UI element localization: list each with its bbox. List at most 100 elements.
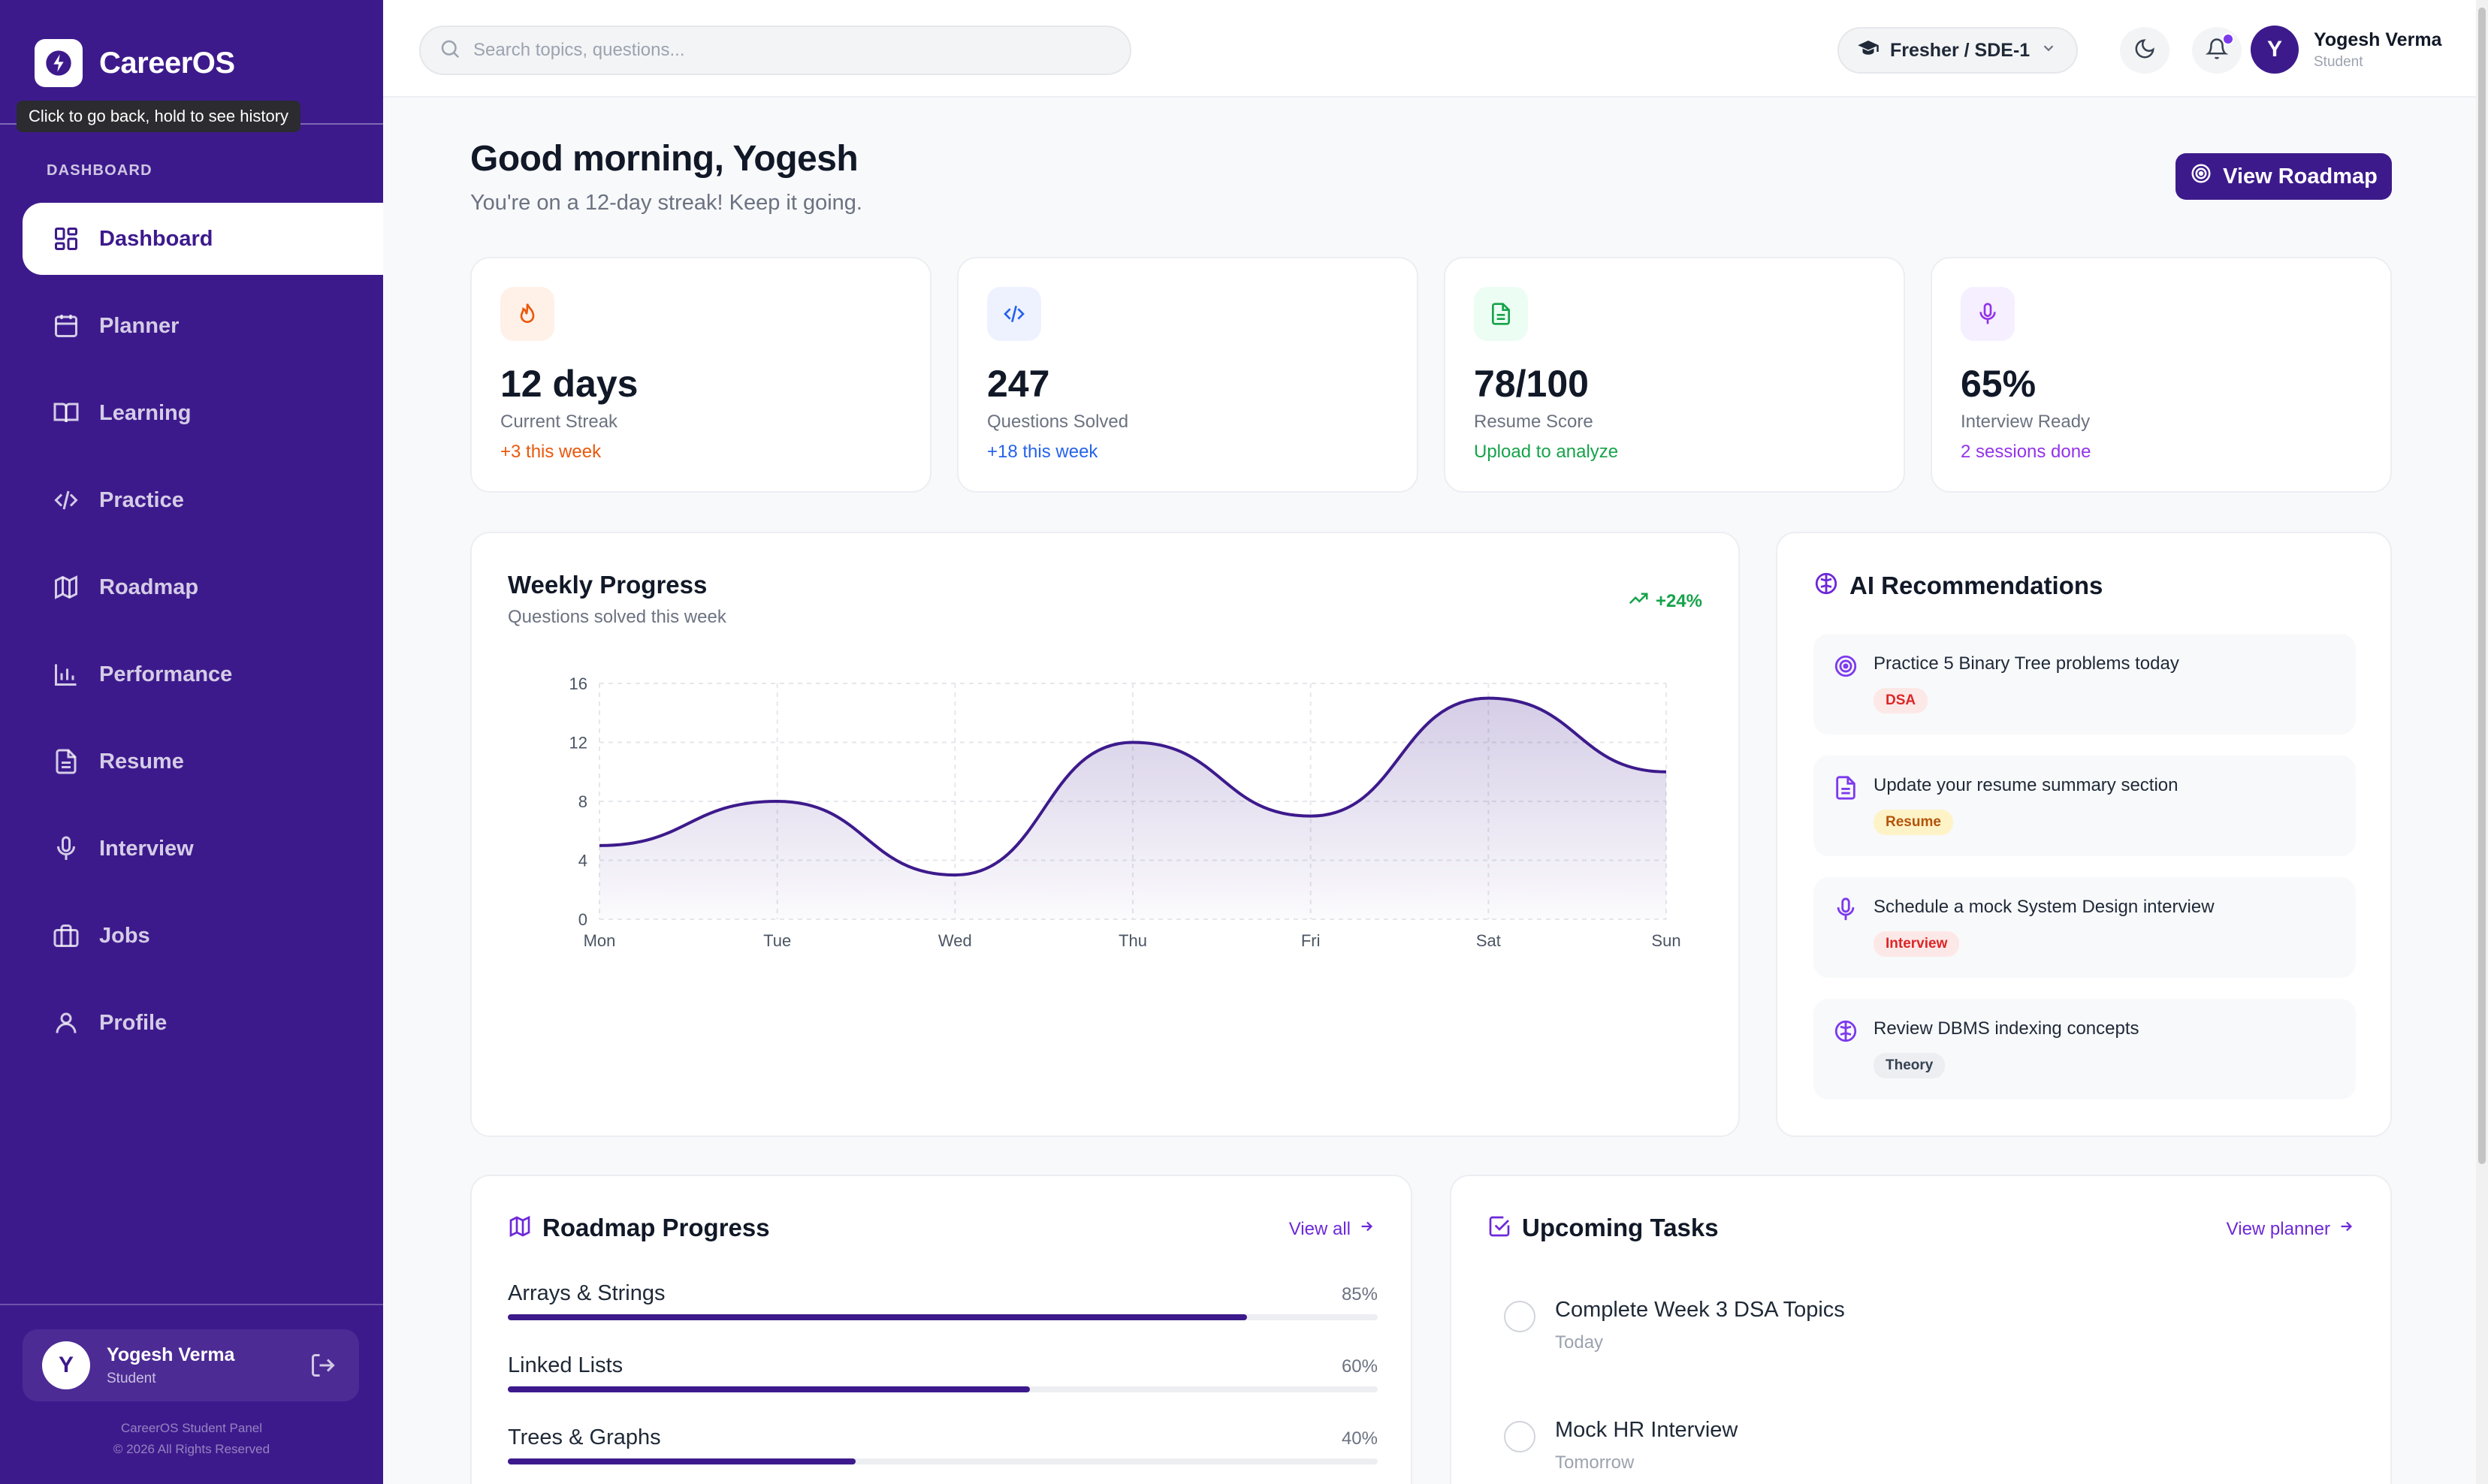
document-icon (53, 748, 80, 775)
stat-delta: +18 this week (987, 442, 1098, 462)
roadmap-progress-title: Roadmap Progress (542, 1214, 770, 1241)
brand[interactable]: CareerOS (35, 39, 235, 87)
sidebar-item-practice[interactable]: Practice (23, 464, 383, 536)
progress-track (508, 1386, 1378, 1392)
roadmap-progress-header: Roadmap Progress (508, 1214, 770, 1242)
task-checkbox[interactable] (1504, 1301, 1535, 1332)
topic-percent: 85% (1341, 1284, 1378, 1305)
stat-label: Current Streak (500, 412, 618, 432)
sidebar-item-label: Dashboard (99, 226, 213, 251)
microphone-icon (53, 835, 80, 862)
scrollbar-thumb[interactable] (2478, 8, 2486, 1164)
search-icon (439, 38, 461, 64)
weekly-progress-card: Weekly Progress Questions solved this we… (470, 532, 1740, 1137)
sidebar-section-label: DASHBOARD (47, 162, 152, 179)
chart-series-line (599, 696, 1667, 877)
stat-value: 78/100 (1474, 363, 1589, 405)
brain-icon (1813, 571, 1839, 600)
sidebar-item-profile[interactable]: Profile (23, 987, 383, 1059)
sidebar-item-label: Performance (99, 662, 233, 686)
stat-card-questions: 247 Questions Solved +18 this week (957, 257, 1418, 493)
sidebar: CareerOS Click to go back, hold to see h… (0, 0, 383, 1484)
stat-delta: 2 sessions done (1961, 442, 2091, 462)
chart-point[interactable] (1478, 688, 1499, 709)
view-planner-link[interactable]: View planner (2227, 1218, 2354, 1240)
recommendation-item[interactable]: Review DBMS indexing concepts Theory (1813, 999, 2356, 1099)
view-roadmap-label: View Roadmap (2223, 164, 2378, 189)
sidebar-item-label: Planner (99, 313, 180, 338)
chart-point[interactable] (944, 864, 965, 885)
sidebar-item-planner[interactable]: Planner (23, 290, 383, 362)
target-icon (1833, 653, 1858, 679)
recommendation-item[interactable]: Update your resume summary section Resum… (1813, 756, 2356, 856)
upcoming-tasks-header: Upcoming Tasks (1487, 1214, 1719, 1242)
sidebar-item-performance[interactable]: Performance (23, 638, 383, 710)
target-icon (2190, 162, 2212, 191)
logout-icon[interactable] (309, 1352, 337, 1379)
recommendation-text: Review DBMS indexing concepts (1874, 1018, 2139, 1039)
chart-point[interactable] (589, 835, 610, 856)
upcoming-tasks-title: Upcoming Tasks (1522, 1214, 1719, 1241)
recommendation-tag: DSA (1874, 688, 1928, 713)
briefcase-icon (53, 922, 80, 949)
task-title: Complete Week 3 DSA Topics (1555, 1298, 1845, 1322)
sidebar-item-label: Roadmap (99, 575, 199, 599)
recommendation-item[interactable]: Schedule a mock System Design interview … (1813, 877, 2356, 978)
task-due: Tomorrow (1555, 1452, 1635, 1473)
recommendation-tag: Interview (1874, 931, 1960, 957)
arrow-right-icon (2338, 1218, 2354, 1240)
brand-name: CareerOS (99, 46, 235, 80)
topic-label: Linked Lists (508, 1353, 624, 1377)
sidebar-divider (0, 1304, 383, 1305)
view-all-link[interactable]: View all (1289, 1218, 1375, 1240)
notifications-button[interactable] (2192, 27, 2242, 74)
recommendation-item[interactable]: Practice 5 Binary Tree problems today DS… (1813, 634, 2356, 734)
level-select-value: Fresher / SDE-1 (1890, 39, 2031, 61)
stat-value: 247 (987, 363, 1050, 405)
search-bar[interactable] (419, 26, 1131, 75)
topic-label: Arrays & Strings (508, 1281, 666, 1305)
document-icon (1833, 775, 1858, 801)
sidebar-item-jobs[interactable]: Jobs (23, 900, 383, 972)
chart-x-tick-label: Thu (1119, 931, 1147, 950)
topbar-user-menu[interactable]: Y Yogesh Verma Student (2251, 26, 2441, 74)
sidebar-item-dashboard[interactable]: Dashboard (23, 203, 383, 275)
avatar: Y (42, 1341, 90, 1389)
grid-icon (53, 225, 80, 252)
chart-y-tick-label: 0 (578, 910, 587, 929)
upload-resume-link[interactable]: Upload to analyze (1474, 442, 1619, 462)
stat-label: Questions Solved (987, 412, 1129, 432)
sidebar-user-card[interactable]: Y Yogesh Verma Student (23, 1329, 359, 1401)
recommendation-text: Schedule a mock System Design interview (1874, 897, 2215, 917)
level-select[interactable]: Fresher / SDE-1 (1837, 27, 2079, 74)
theme-toggle-button[interactable] (2120, 27, 2169, 74)
code-icon (53, 487, 80, 514)
stat-card-interview: 65% Interview Ready 2 sessions done (1931, 257, 2392, 493)
sidebar-item-roadmap[interactable]: Roadmap (23, 551, 383, 623)
chart-x-tick-label: Tue (763, 931, 791, 950)
sidebar-item-interview[interactable]: Interview (23, 813, 383, 885)
sidebar-item-label: Practice (99, 487, 184, 512)
view-planner-label: View planner (2226, 1218, 2330, 1239)
moon-icon (2133, 38, 2156, 64)
sidebar-item-label: Interview (99, 836, 194, 861)
weekly-progress-subtitle: Questions solved this week (508, 607, 726, 627)
chart-point[interactable] (1122, 732, 1143, 753)
chart-point[interactable] (1656, 762, 1677, 783)
chart-point[interactable] (1300, 806, 1321, 827)
sidebar-nav: Dashboard Planner Learning Practice Road… (0, 203, 383, 1074)
task-due: Today (1555, 1332, 1604, 1353)
task-checkbox[interactable] (1504, 1421, 1535, 1452)
trend-value: +24% (1655, 590, 1702, 611)
chart-point[interactable] (767, 791, 788, 812)
weekly-progress-title: Weekly Progress (508, 571, 708, 599)
task-title: Mock HR Interview (1555, 1418, 1738, 1442)
recommendation-text: Practice 5 Binary Tree problems today (1874, 653, 2179, 674)
view-roadmap-button[interactable]: View Roadmap (2175, 153, 2392, 200)
notification-dot (2222, 33, 2234, 45)
sidebar-item-learning[interactable]: Learning (23, 377, 383, 449)
sidebar-item-label: Profile (99, 1010, 168, 1035)
sidebar-user-role: Student (107, 1370, 156, 1386)
sidebar-item-resume[interactable]: Resume (23, 725, 383, 798)
search-input[interactable] (473, 40, 1089, 61)
